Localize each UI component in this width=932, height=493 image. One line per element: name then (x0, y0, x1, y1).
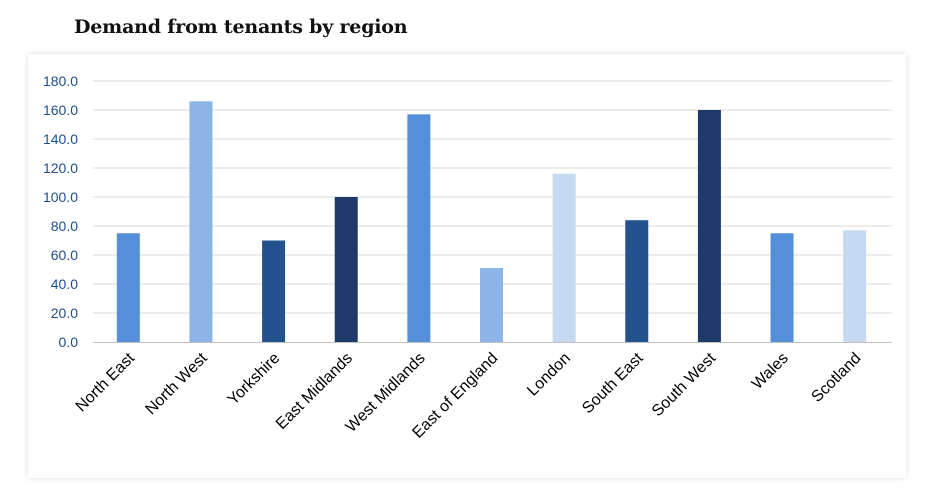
bar-scotland (843, 230, 867, 342)
bar-west-midlands (407, 114, 431, 342)
bar-chart: 0.0 20.0 40.0 60.0 80.0 100.0 120.0 140.0 160.0 1… (43, 73, 892, 442)
bar-south-east (625, 220, 649, 342)
x-tick-label: North East (73, 349, 139, 415)
x-tick-label: Scotland (808, 350, 864, 406)
bar-east-of-england (480, 268, 503, 342)
y-tick-label: 140.0 (43, 131, 78, 147)
x-tick-label: London (524, 350, 574, 400)
x-tick-label: North West (142, 349, 211, 418)
y-axis-ticks: 0.0 20.0 40.0 60.0 80.0 100.0 120.0 140.0 160.0 1… (43, 73, 78, 350)
y-tick-label: 100.0 (43, 189, 78, 205)
y-tick-label: 160.0 (43, 102, 78, 118)
bar-yorkshire (262, 240, 286, 342)
bar-south-west (697, 110, 721, 342)
x-tick-label: Yorkshire (225, 350, 284, 409)
x-tick-label: East Midlands (273, 350, 356, 433)
y-tick-label: 0.0 (59, 334, 79, 350)
bar-north-east (116, 233, 140, 342)
chart-card: 0.0 20.0 40.0 60.0 80.0 100.0 120.0 140.0 160.0 1… (28, 54, 906, 478)
y-tick-label: 120.0 (43, 160, 78, 176)
bar-east-midlands (334, 197, 358, 342)
y-tick-label: 20.0 (51, 305, 78, 321)
x-tick-label: South East (579, 349, 647, 417)
x-tick-label: South West (649, 349, 720, 420)
y-tick-label: 60.0 (51, 247, 78, 263)
gridlines (93, 80, 892, 314)
x-tick-label: Wales (749, 350, 792, 393)
bar-north-west (189, 101, 213, 342)
bars (116, 101, 867, 342)
y-tick-label: 40.0 (51, 276, 78, 292)
bar-london (552, 173, 576, 342)
bar-wales (770, 233, 794, 342)
page-title: Demand from tenants by region (74, 16, 408, 38)
y-tick-label: 180.0 (43, 73, 78, 89)
y-tick-label: 80.0 (51, 218, 78, 234)
